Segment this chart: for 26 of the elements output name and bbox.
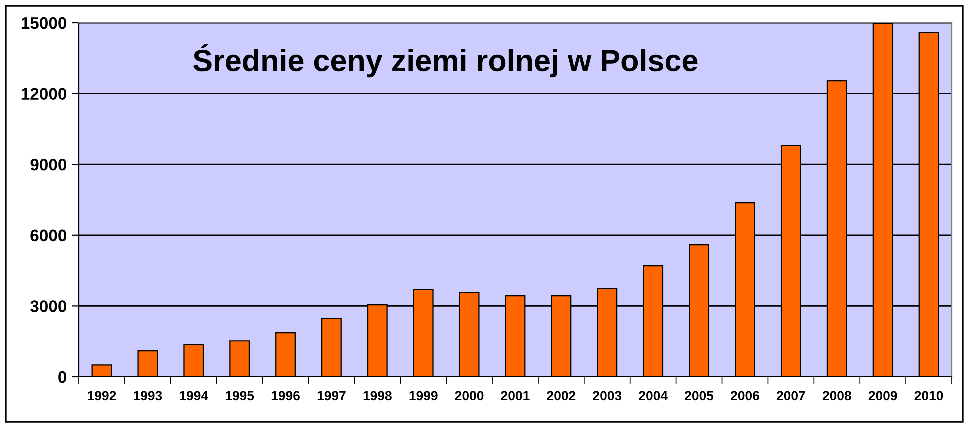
- y-tick-label: 12000: [22, 88, 67, 100]
- x-tick-label: 2008: [822, 391, 852, 401]
- x-tick-label: 1995: [226, 391, 254, 401]
- x-tick-label: 1999: [410, 391, 438, 401]
- x-tick-label: 2006: [731, 391, 760, 401]
- y-tick-label: 6000: [30, 230, 67, 242]
- x-tick-label: 1992: [88, 391, 116, 401]
- x-tick-label: 2000: [455, 391, 484, 401]
- x-tick-label: 1994: [180, 391, 208, 401]
- y-tick-label: 15000: [22, 17, 67, 30]
- x-tick-label: 2003: [593, 391, 622, 401]
- x-tick-label: 2001: [501, 391, 530, 401]
- text: Średnie ceny ziemi rolnej w Polsce: [194, 44, 698, 78]
- x-tick-label: 2005: [685, 391, 714, 401]
- x-tick-label: 1997: [318, 391, 346, 401]
- x-tick-label: 1993: [134, 391, 162, 401]
- x-tick-label: 2010: [914, 391, 944, 401]
- x-tick-label: 1996: [272, 391, 300, 401]
- y-tick-label: 9000: [30, 159, 67, 171]
- x-tick-label: 2002: [547, 391, 576, 401]
- x-tick-label: 2007: [776, 391, 806, 401]
- y-tick-label: 3000: [30, 300, 67, 312]
- x-tick-label: 2009: [868, 391, 898, 401]
- x-tick-label: 1998: [364, 391, 392, 401]
- y-tick-label: 0: [58, 371, 67, 384]
- x-tick-label: 2004: [639, 391, 668, 401]
